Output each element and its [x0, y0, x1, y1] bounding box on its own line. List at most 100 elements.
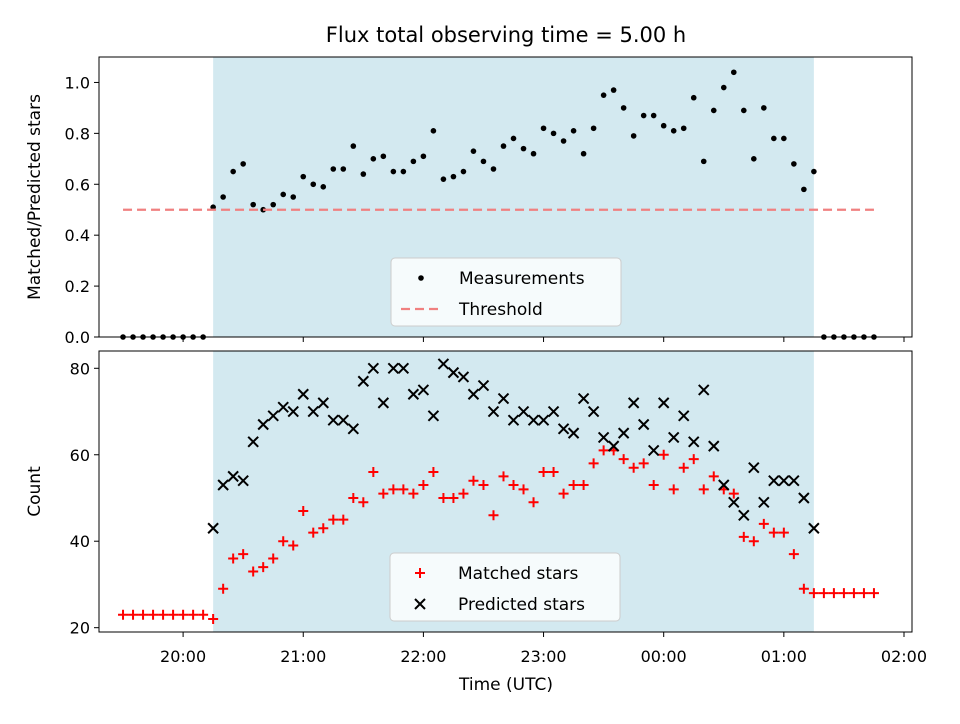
matched-star-point	[368, 467, 379, 478]
predicted-star-point	[427, 410, 440, 422]
predicted-star-point	[637, 418, 650, 431]
measurement-point	[460, 168, 467, 175]
predicted-star-point	[287, 405, 299, 418]
measurement-point	[700, 158, 707, 165]
matched-star-point	[648, 480, 659, 491]
measurement-point	[781, 135, 787, 142]
matched-star-point	[688, 454, 699, 465]
matched-star-point	[778, 527, 789, 538]
top-legend: Measurements Threshold	[390, 257, 622, 327]
matched-star-point	[448, 492, 459, 503]
matched-star-point	[728, 488, 739, 499]
bottom-series-0	[118, 445, 879, 625]
legend-label: Predicted stars	[458, 595, 585, 615]
measurement-point	[290, 194, 297, 200]
matched-star-point	[228, 553, 239, 564]
measurement-point	[630, 133, 637, 139]
predicted-star-point	[267, 410, 279, 422]
bottom-legend-box	[389, 552, 621, 622]
matched-star-point	[118, 609, 129, 620]
x-axis-label: Time (UTC)	[458, 675, 553, 695]
matched-star-point	[198, 609, 209, 620]
predicted-star-point	[657, 397, 670, 409]
matched-star-point	[398, 484, 409, 495]
measurement-point	[230, 168, 236, 175]
matched-star-point	[868, 588, 879, 599]
measurement-point	[340, 166, 347, 172]
matched-star-point	[578, 480, 589, 491]
predicted-star-point	[627, 397, 640, 409]
matched-star-point	[818, 588, 829, 599]
measurement-point	[730, 69, 737, 76]
top-y-axis-label: Matched/Predicted stars	[25, 94, 45, 300]
measurement-point	[640, 112, 647, 119]
matched-star-point	[838, 588, 849, 599]
predicted-star-point	[567, 427, 580, 439]
matched-star-point	[178, 609, 189, 620]
matched-star-point	[318, 523, 329, 534]
predicted-star-point	[387, 362, 400, 374]
measurement-point	[240, 161, 246, 167]
matched-star-point	[458, 488, 469, 499]
x-tick-label: 00:00	[641, 647, 687, 666]
measurement-point	[480, 158, 487, 165]
top-series-0	[120, 69, 877, 340]
matched-star-point	[798, 583, 809, 594]
measurement-point	[380, 153, 387, 160]
matched-star-point	[548, 467, 559, 478]
matched-star-point	[588, 458, 599, 469]
matched-star-point	[258, 562, 269, 573]
matched-star-point	[558, 488, 569, 499]
legend-marker-dot	[418, 275, 424, 281]
measurement-point	[450, 173, 457, 180]
matched-star-point	[768, 527, 779, 538]
legend-label: Matched stars	[458, 564, 578, 584]
top-y-tick-label: 0.2	[65, 277, 90, 296]
predicted-star-point	[607, 440, 620, 452]
predicted-star-point	[718, 479, 730, 491]
matched-star-point	[468, 475, 479, 486]
matched-star-point	[678, 462, 689, 473]
top-y-tick-label: 0.8	[65, 124, 90, 143]
matched-star-point	[758, 518, 769, 529]
measurement-point	[210, 204, 216, 210]
matched-star-point	[328, 514, 339, 525]
bottom-y-tick-label: 80	[70, 359, 90, 378]
matched-star-point	[508, 480, 519, 491]
matched-star-point	[748, 536, 759, 547]
figure-title: Flux total observing time = 5.00 h	[326, 23, 686, 47]
measurement-point	[590, 125, 597, 132]
predicted-star-point	[547, 405, 560, 418]
measurement-point	[310, 181, 317, 188]
matched-star-point	[288, 540, 299, 551]
bottom-y-tick-label: 20	[70, 619, 90, 638]
measurement-point	[250, 201, 256, 208]
matched-star-point	[438, 492, 449, 503]
predicted-star-point	[647, 444, 660, 457]
measurement-point	[370, 156, 377, 162]
matched-star-point	[358, 497, 369, 508]
predicted-star-point	[297, 388, 309, 400]
measurement-point	[740, 107, 747, 114]
legend-marker-x	[414, 598, 426, 610]
top-y-tick-label: 0.0	[65, 328, 90, 347]
matched-star-point	[568, 480, 579, 491]
bottom-y-axis-label: Count	[25, 466, 45, 517]
matched-star-point	[148, 609, 159, 620]
predicted-star-point	[317, 397, 329, 409]
matched-star-point	[428, 467, 439, 478]
predicted-star-point	[277, 401, 289, 413]
matched-star-point	[208, 614, 219, 625]
matched-star-point	[128, 609, 139, 620]
predicted-star-point	[347, 423, 360, 435]
legend-label: Threshold	[458, 300, 543, 320]
measurement-point	[680, 125, 687, 132]
measurement-point	[360, 171, 367, 177]
bottom-y-tick-label: 40	[70, 532, 90, 551]
predicted-star-point	[768, 474, 780, 487]
matched-star-point	[278, 536, 289, 547]
matched-star-point	[598, 445, 609, 456]
measurement-point	[811, 168, 817, 175]
matched-star-point	[738, 531, 749, 542]
measurement-point	[430, 128, 437, 134]
